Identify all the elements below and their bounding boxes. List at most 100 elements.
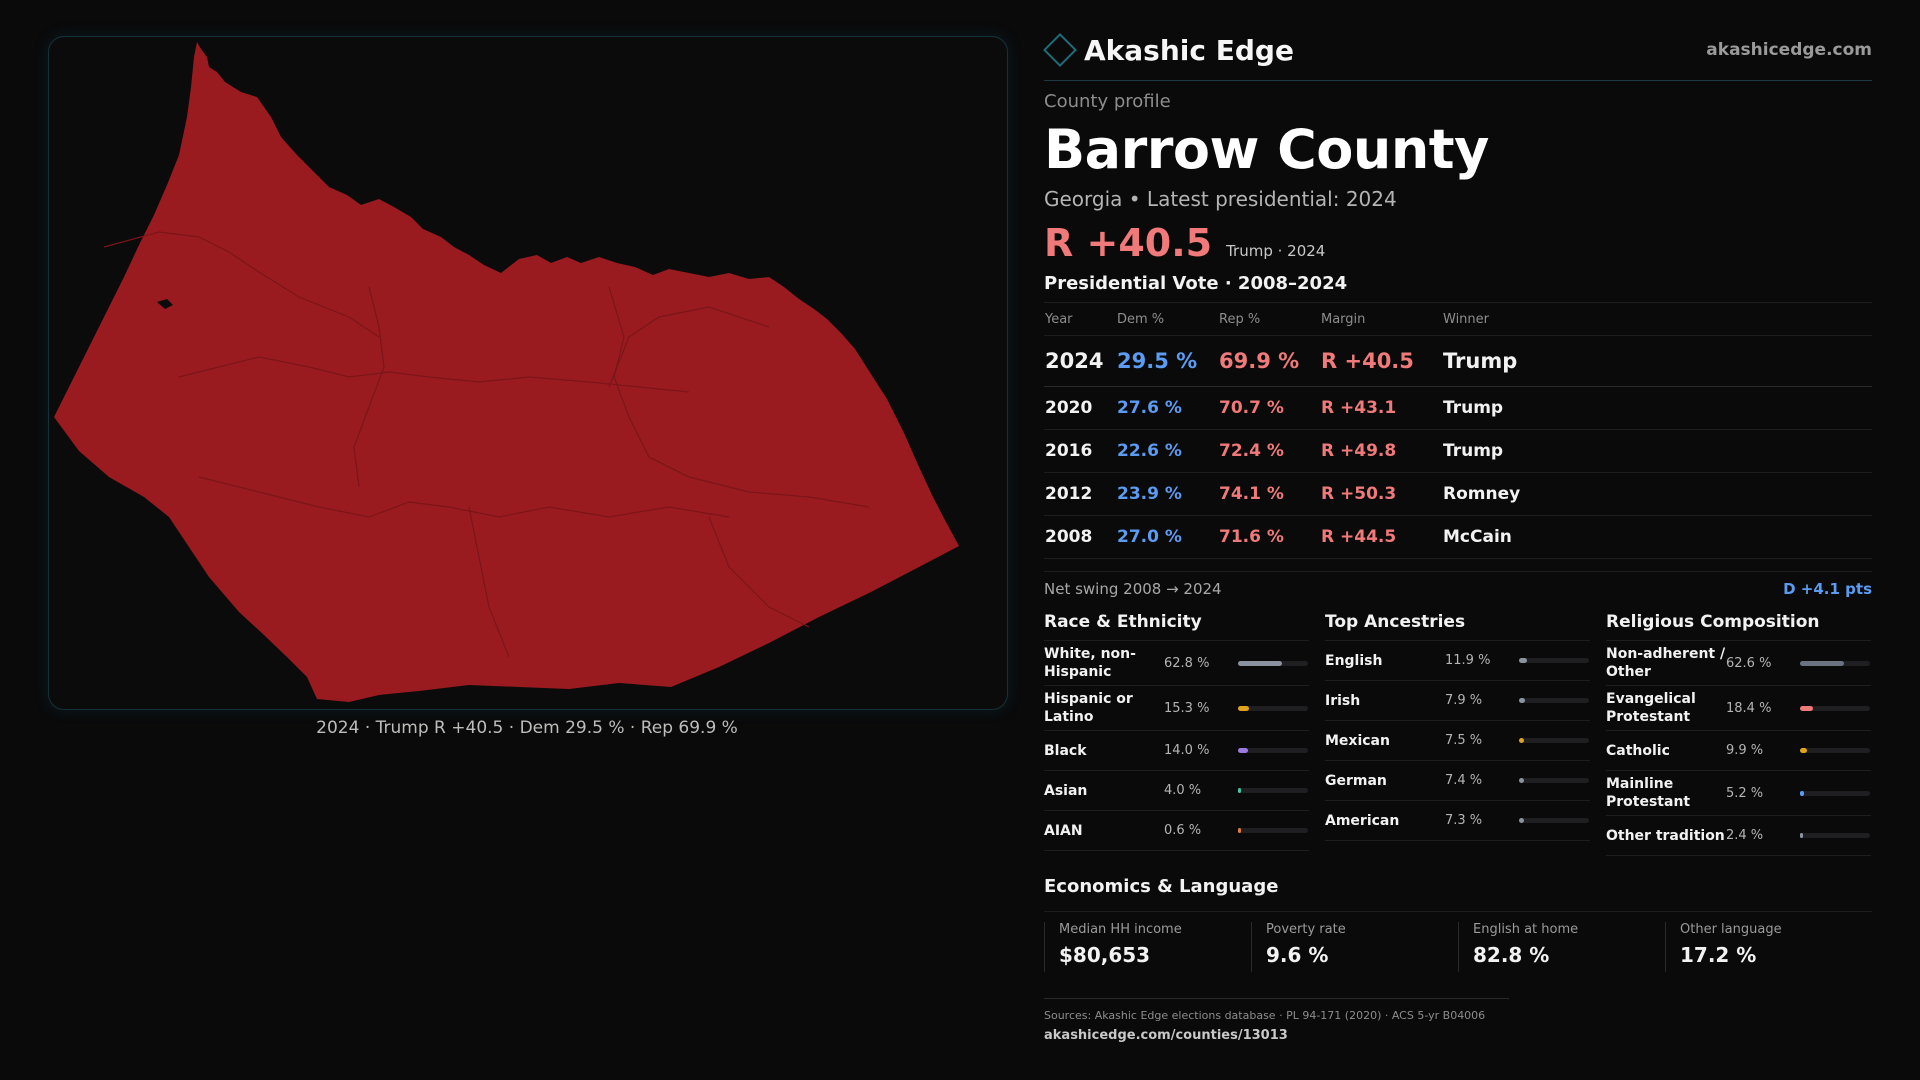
demographic-group: Race & Ethnicity White, non-Hispanic 62.8 … (1044, 612, 1309, 856)
demographic-group-title: Religious Composition (1606, 612, 1871, 641)
demographic-label: Catholic (1606, 742, 1670, 759)
econ-stat: English at home 82.8 % (1458, 922, 1665, 972)
demographic-bar-fill (1519, 738, 1525, 743)
demographic-group-title: Top Ancestries (1325, 612, 1590, 641)
demographic-row: English 11.9 % (1325, 641, 1590, 681)
vote-rep: 69.9 % (1218, 335, 1320, 387)
vote-year: 2024 (1044, 335, 1116, 387)
econ-stat-value: 9.6 % (1266, 943, 1329, 967)
vote-winner: Romney (1442, 472, 1872, 516)
inner-boundary-3 (178, 356, 690, 393)
demographic-label: White, non-Hispanic (1044, 646, 1136, 680)
profile-panel: Akashic Edge akashicedge.com County prof… (1043, 28, 1872, 1043)
demographic-label: Mainline Protestant (1606, 776, 1691, 810)
demographic-percent: 11.9 % (1445, 653, 1491, 668)
vote-winner: Trump (1442, 335, 1872, 387)
econ-stat-value: 17.2 % (1680, 943, 1757, 967)
demographic-row: Evangelical Protestant 18.4 % (1606, 686, 1871, 731)
econ-stat-label: Poverty rate (1266, 922, 1346, 937)
demographic-row: AIAN 0.6 % (1044, 811, 1309, 851)
demographic-percent: 2.4 % (1726, 828, 1764, 843)
demographic-bar-track (1238, 748, 1308, 753)
vote-rep: 71.6 % (1218, 515, 1320, 559)
economics-title: Economics & Language (1044, 876, 1279, 897)
vote-table-header: Year Dem % Rep % Margin Winner (1044, 302, 1872, 336)
net-swing-label: Net swing 2008 → 2024 (1044, 580, 1222, 598)
demographic-bar-track (1519, 778, 1589, 783)
demographic-bar-fill (1519, 698, 1525, 703)
vote-margin: R +40.5 (1320, 335, 1442, 387)
inner-boundary-1 (103, 231, 380, 338)
demographic-bar-track (1238, 788, 1308, 793)
demographic-bar-track (1800, 833, 1870, 838)
economics-stats: Median HH income $80,653 Poverty rate 9.… (1044, 911, 1872, 972)
demographic-label: Asian (1044, 782, 1088, 799)
vote-margin: R +50.3 (1320, 472, 1442, 516)
vote-table-title: Presidential Vote · 2008–2024 (1044, 273, 1348, 294)
demographic-percent: 7.5 % (1445, 733, 1483, 748)
demographic-bar-fill (1238, 748, 1248, 753)
demographic-bar-track (1238, 705, 1308, 711)
demographic-row: Other tradition 2.4 % (1606, 816, 1871, 856)
sources-note: Sources: Akashic Edge elections database… (1044, 1009, 1486, 1022)
inner-boundary-8 (608, 306, 770, 388)
col-rep: Rep % (1218, 302, 1320, 336)
econ-stat: Median HH income $80,653 (1044, 922, 1251, 972)
footer: Sources: Akashic Edge elections database… (1044, 998, 1509, 1043)
page-subtitle: Georgia • Latest presidential: 2024 (1044, 187, 1397, 211)
vote-table: Year Dem % Rep % Margin Winner 2024 29.5… (1044, 302, 1872, 559)
vote-dem: 29.5 % (1116, 335, 1218, 387)
econ-stat-label: English at home (1473, 922, 1579, 937)
econ-stat-label: Other language (1680, 922, 1782, 937)
headline-margin: R +40.5 (1044, 221, 1213, 265)
inner-boundary-7 (708, 516, 810, 628)
demographic-bar-fill (1800, 748, 1807, 753)
col-year: Year (1044, 302, 1116, 336)
vote-margin: R +49.8 (1320, 429, 1442, 473)
demographic-row: Asian 4.0 % (1044, 771, 1309, 811)
demographic-bar-track (1519, 698, 1589, 703)
county-permalink[interactable]: akashicedge.com/counties/13013 (1044, 1028, 1288, 1043)
demographic-row: Hispanic or Latino 15.3 % (1044, 686, 1309, 731)
demographic-bar-fill (1800, 705, 1813, 711)
vote-year: 2020 (1044, 386, 1116, 430)
vote-row-2016: 2016 22.6 % 72.4 % R +49.8 Trump (1044, 429, 1872, 473)
demographic-label: Irish (1325, 692, 1361, 709)
demographic-group: Religious Composition Non-adherent / Othe… (1606, 612, 1871, 856)
vote-winner: Trump (1442, 429, 1872, 473)
vote-row-2008: 2008 27.0 % 71.6 % R +44.5 McCain (1044, 515, 1872, 559)
demographic-percent: 7.4 % (1445, 773, 1483, 788)
demographic-label: Hispanic or Latino (1044, 691, 1133, 725)
demographic-row: Mainline Protestant 5.2 % (1606, 771, 1871, 816)
site-url-link[interactable]: akashicedge.com (1706, 40, 1872, 60)
vote-row-2020: 2020 27.6 % 70.7 % R +43.1 Trump (1044, 386, 1872, 430)
brand-name: Akashic Edge (1084, 33, 1294, 67)
page-title: Barrow County (1044, 118, 1489, 181)
demographic-percent: 7.9 % (1445, 693, 1483, 708)
demographics-columns: Race & Ethnicity White, non-Hispanic 62.8 … (1044, 612, 1872, 856)
econ-stat: Other language 17.2 % (1665, 922, 1872, 972)
vote-rep: 74.1 % (1218, 472, 1320, 516)
demographic-bar-fill (1238, 660, 1282, 666)
vote-dem: 27.0 % (1116, 515, 1218, 559)
demographic-label: Black (1044, 742, 1087, 759)
col-margin: Margin (1320, 302, 1442, 336)
page-kicker: County profile (1044, 91, 1171, 112)
demographic-bar-fill (1800, 833, 1803, 838)
vote-winner: McCain (1442, 515, 1872, 559)
lake-notch (157, 299, 173, 309)
demographic-percent: 4.0 % (1164, 783, 1202, 798)
brand[interactable]: Akashic Edge (1043, 33, 1294, 67)
demographic-group-title: Race & Ethnicity (1044, 612, 1309, 641)
demographic-bar-fill (1800, 660, 1844, 666)
vote-dem: 23.9 % (1116, 472, 1218, 516)
vote-margin: R +44.5 (1320, 515, 1442, 559)
map-caption: 2024 · Trump R +40.5 · Dem 29.5 % · Rep … (316, 718, 738, 738)
demographic-percent: 7.3 % (1445, 813, 1483, 828)
vote-margin: R +43.1 (1320, 386, 1442, 430)
inner-boundary-4 (608, 286, 870, 508)
county-map (54, 42, 959, 702)
demographic-bar-fill (1519, 658, 1528, 663)
demographic-bar-track (1238, 828, 1308, 833)
demographic-row: American 7.3 % (1325, 801, 1590, 841)
